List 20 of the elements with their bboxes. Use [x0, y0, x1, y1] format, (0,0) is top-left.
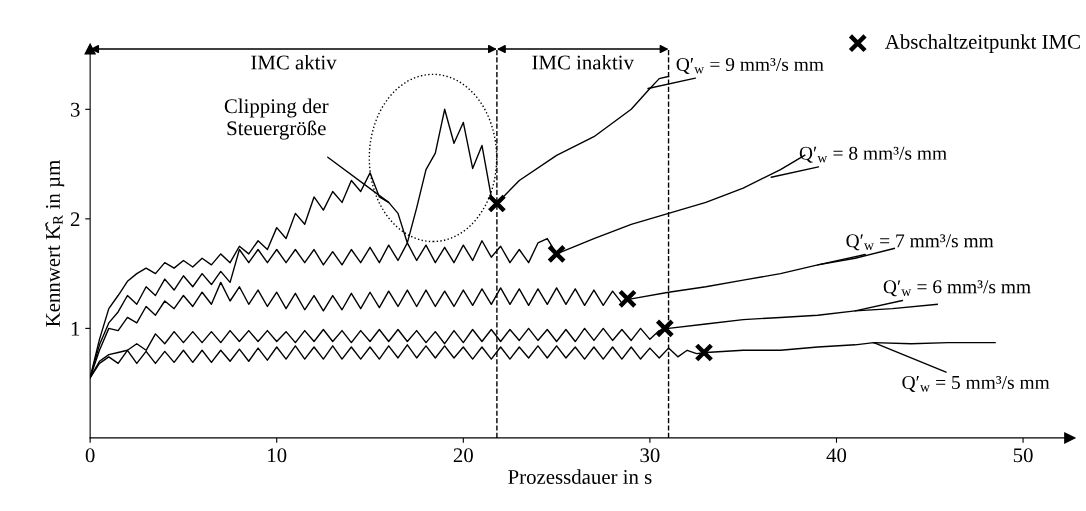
annotation: IMC inaktiv — [532, 54, 634, 70]
annotation: Q′$_{w}$ = 6 mm³/s mm — [883, 280, 1031, 297]
annotation: Q′$_{w}$ = 8 mm³/s mm — [799, 146, 947, 163]
x-tick-label: 30 — [640, 448, 660, 463]
y-axis-title: Kennwert K̂$_{R}$ in µm — [45, 160, 65, 327]
y-tick-label: 1 — [71, 321, 80, 336]
annotation: IMC aktiv — [251, 54, 337, 70]
x-tick-label: 10 — [268, 448, 287, 463]
x-tick-label: 20 — [453, 448, 473, 463]
y-tick-label: 2 — [70, 212, 80, 227]
annotation: Q′$_{w}$ = 5 mm³/s mm — [902, 375, 1050, 392]
annotation: Q′$_{w}$ = 9 mm³/s mm — [676, 57, 824, 74]
x-tick-label: 40 — [826, 448, 847, 463]
x-tick-label: 0 — [85, 448, 95, 463]
annotation: Q′$_{w}$ = 7 mm³/s mm — [846, 234, 994, 251]
legend-label: Abschaltzeitpunkt IMC — [885, 34, 1080, 54]
x-tick-label: 50 — [1013, 448, 1033, 463]
x-axis-title: Prozessdauer in s — [508, 469, 652, 484]
y-tick-label: 3 — [71, 102, 80, 117]
annotation: Clipping der Steuergröße — [224, 98, 329, 140]
